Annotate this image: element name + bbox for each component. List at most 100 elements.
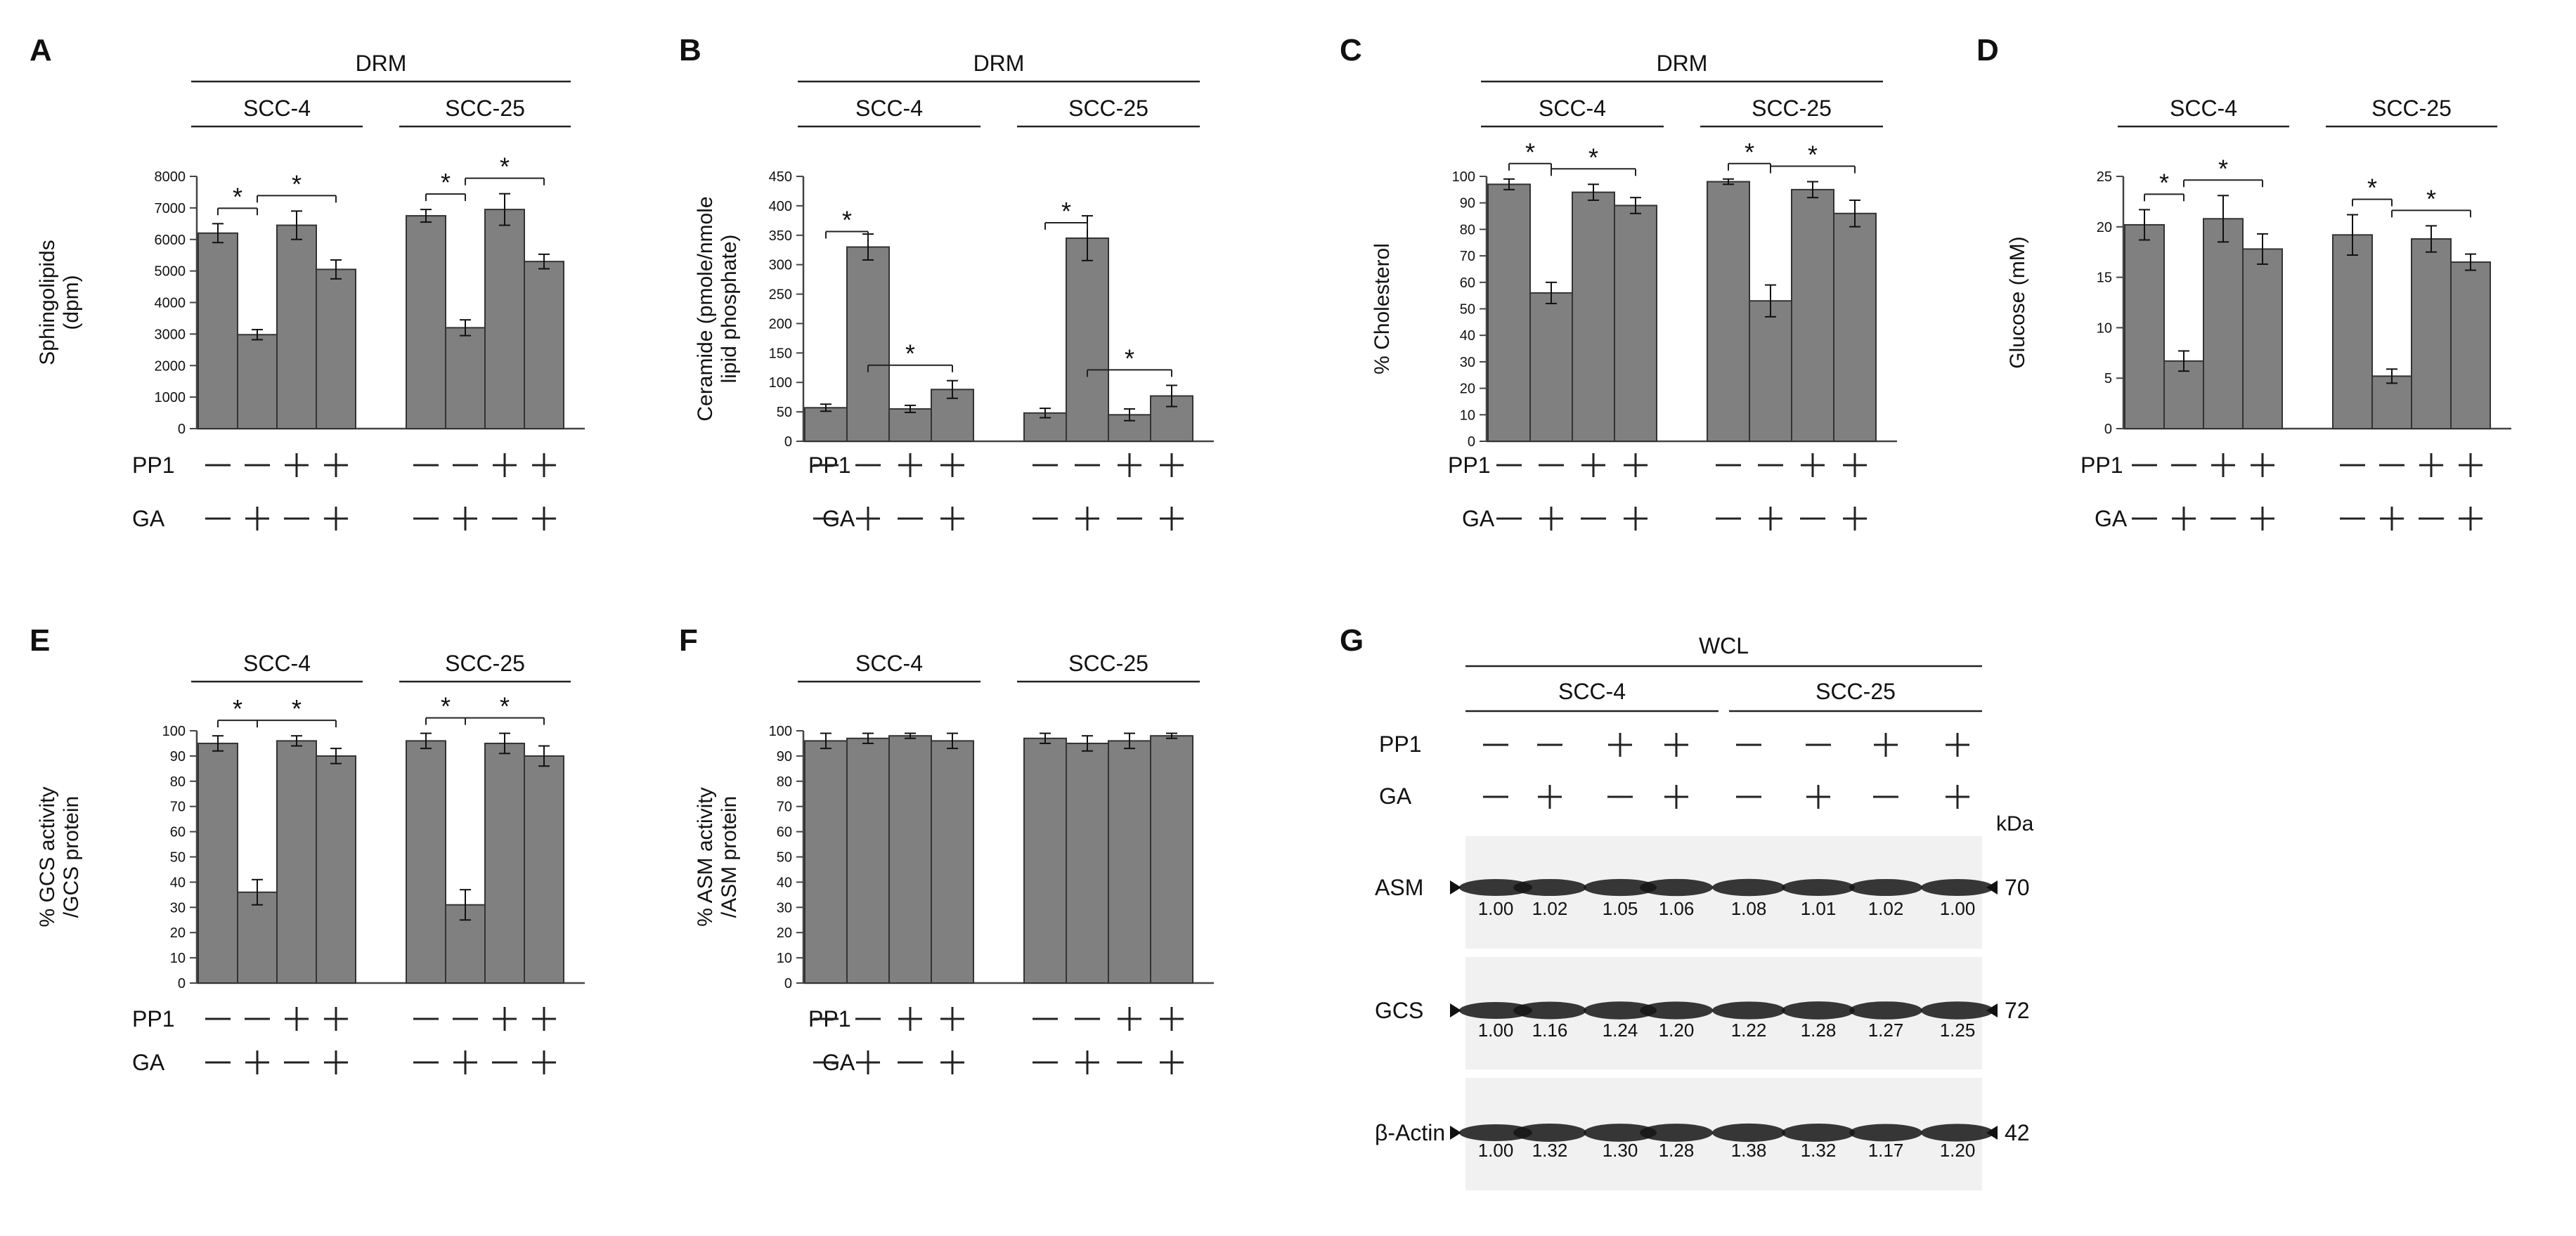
bar — [846, 737, 890, 984]
group-label: SCC-4 — [855, 651, 923, 676]
bar — [1150, 735, 1193, 984]
pp1-symbol — [1946, 733, 1969, 757]
y-tick-label: 400 — [769, 199, 792, 214]
y-tick-label: 250 — [769, 287, 792, 303]
ga-symbol — [2172, 507, 2196, 531]
sig-star: * — [1061, 197, 1071, 226]
ga-symbol — [856, 1050, 880, 1074]
ga-symbol — [1160, 1050, 1184, 1074]
y-tick-label: 0 — [178, 976, 186, 991]
y-tick-label: 100 — [769, 375, 792, 391]
y-tick-label: 3000 — [155, 327, 186, 342]
sig-star: * — [233, 694, 242, 723]
blot-band — [1849, 1001, 1922, 1020]
band-quant-value: 1.00 — [1478, 898, 1514, 919]
y-tick-label: 10 — [170, 951, 186, 966]
pp1-symbol — [1608, 733, 1632, 757]
y-tick-label: 60 — [1460, 275, 1475, 291]
pp1-symbol — [1581, 453, 1605, 477]
pp1-symbol — [2459, 453, 2483, 477]
y-tick-label: 50 — [777, 405, 792, 420]
band-quant-value: 1.00 — [1478, 1140, 1514, 1161]
y-axis-label: % Cholesterol — [1371, 243, 1394, 375]
sig-star: * — [2218, 154, 2228, 183]
blot-band — [1921, 1001, 1994, 1020]
bar — [2371, 375, 2412, 429]
y-tick-label: 90 — [1460, 196, 1475, 212]
group-label: SCC-25 — [445, 96, 525, 121]
pp1-symbol — [1160, 1007, 1184, 1031]
y-axis-label: (dpm) — [60, 275, 83, 330]
row-label-ga: GA — [132, 1050, 165, 1075]
y-tick-label: 10 — [2097, 320, 2112, 336]
bar — [2203, 218, 2244, 429]
y-tick-label: 60 — [777, 825, 792, 840]
ga-symbol — [2459, 507, 2483, 531]
panel-e: E 0 10 20 30 40 50 60 70 80 90 100 % GCS activity/GC… — [30, 623, 585, 1075]
y-axis-label: Sphingolipids — [36, 240, 59, 365]
bar — [1707, 181, 1750, 442]
panel-a: A 0 1000 2000 3000 4000 5000 6000 7000 8000 Sphing… — [30, 33, 585, 531]
band-quant-value: 1.08 — [1731, 898, 1767, 919]
ga-symbol — [453, 507, 477, 531]
panel-header: WCL — [1699, 633, 1749, 658]
blot-band — [1513, 1001, 1586, 1020]
y-tick-label: 70 — [777, 800, 792, 815]
sig-star: * — [1745, 138, 1754, 167]
y-tick-label: 5000 — [155, 264, 186, 280]
pp1-symbol — [285, 1007, 309, 1031]
band-quant-value: 1.01 — [1801, 898, 1837, 919]
y-tick-label: 60 — [170, 825, 186, 840]
sig-star: * — [2159, 168, 2169, 197]
sig-star: * — [500, 152, 510, 181]
pp1-symbol — [532, 453, 556, 477]
ga-symbol — [1075, 1050, 1099, 1074]
kda-value: 70 — [2005, 875, 2030, 900]
blot-band — [1849, 878, 1922, 897]
group-label: SCC-4 — [855, 96, 923, 121]
y-tick-label: 2000 — [155, 358, 186, 374]
blot-band — [1782, 1001, 1855, 1020]
ga-symbol — [1806, 785, 1830, 809]
ga-symbol — [245, 507, 269, 531]
bar — [276, 740, 317, 984]
ga-symbol — [453, 1050, 477, 1074]
row-label-ga: GA — [2095, 506, 2128, 531]
y-axis-label: /ASM protein — [718, 796, 741, 918]
y-tick-label: 80 — [1460, 222, 1475, 238]
panel-letter: A — [30, 33, 52, 67]
blot-band — [1849, 1124, 1922, 1142]
ga-symbol — [2251, 507, 2274, 531]
bar — [198, 742, 238, 984]
row-label-ga: GA — [132, 506, 165, 531]
pp1-symbol — [2251, 453, 2274, 477]
pp1-symbol — [493, 1007, 517, 1031]
sig-star: * — [1125, 344, 1134, 372]
panel-d: D 0 5 10 15 20 25 Glucose (mM) SCC-4 SCC-25 * * * * PP… — [1976, 33, 2511, 531]
panel-letter: D — [1976, 33, 1999, 67]
blot-band — [1712, 878, 1785, 897]
kda-label: kDa — [1996, 812, 2034, 835]
blot-band — [1782, 1124, 1855, 1142]
band-quant-value: 1.16 — [1532, 1020, 1568, 1041]
y-tick-label: 50 — [1460, 302, 1475, 318]
panel-letter: F — [679, 623, 698, 658]
band-quant-value: 1.20 — [1940, 1140, 1976, 1161]
y-tick-label: 10 — [777, 951, 792, 966]
pp1-symbol — [898, 1007, 922, 1031]
ga-symbol — [1075, 507, 1099, 531]
pp1-symbol — [1843, 453, 1867, 477]
blot-band — [1459, 1124, 1532, 1141]
blot-band — [1584, 878, 1657, 897]
left-arrowhead-icon — [1450, 1126, 1461, 1140]
panel-letter: B — [679, 33, 701, 67]
y-tick-label: 90 — [170, 749, 186, 765]
bar — [1023, 737, 1067, 984]
band-quant-value: 1.28 — [1801, 1020, 1837, 1041]
panel-letter: G — [1340, 623, 1364, 658]
band-quant-value: 1.24 — [1603, 1020, 1638, 1041]
blot-band — [1584, 1001, 1657, 1020]
y-tick-label: 10 — [1460, 408, 1475, 423]
group-label: SCC-4 — [243, 96, 311, 121]
blot-band — [1921, 1124, 1994, 1142]
